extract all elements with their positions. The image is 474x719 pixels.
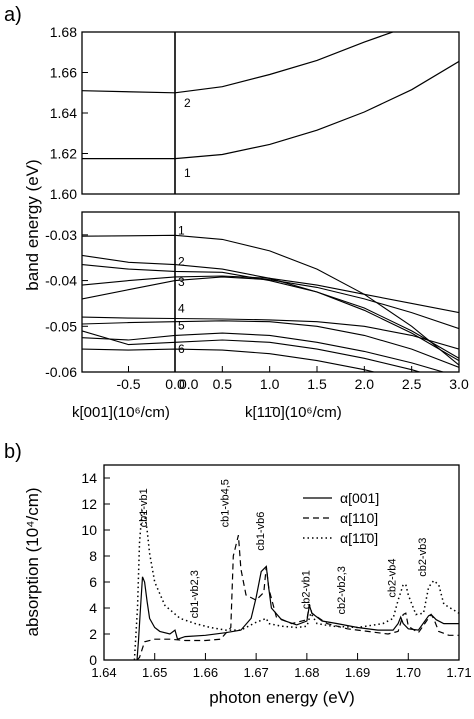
top-ytick-label: 1.64 [50, 105, 77, 121]
panel-b-frame [103, 464, 460, 661]
bottom-right-xtick-label: 1.0 [260, 376, 280, 392]
band-label-bottom-3: 3 [178, 275, 185, 289]
panel-b-ytick-label: 10 [81, 522, 97, 538]
band-label-bottom-1: 1 [178, 224, 185, 238]
band-curve-top-2 [82, 32, 393, 94]
band-label-top-2: 2 [184, 96, 191, 110]
band-curve-bottom-9 [82, 330, 422, 372]
bottom-left-xtick-label: -0.5 [116, 376, 140, 392]
bottom-ytick-label: -0.06 [45, 364, 77, 380]
band-curve-bottom-1 [82, 234, 459, 366]
legend-label-001: α[001] [340, 490, 379, 506]
panel-b-ytick-label: 14 [81, 470, 97, 486]
panel-a-right-xlabel: k[11̄0](10⁶/cm) [245, 404, 342, 421]
panel-b-xtick-label: 1.65 [142, 665, 167, 680]
panel-b-xtick-label: 1.70 [396, 665, 421, 680]
top-ytick-label: 1.68 [50, 24, 77, 40]
panel-b-xtick-label: 1.71 [446, 665, 471, 680]
band-label-bottom-5: 5 [178, 319, 185, 333]
bottom-ytick-label: -0.04 [45, 273, 77, 289]
panel-b-xtick-label: 1.69 [345, 665, 370, 680]
transition-annotation: cb2-vb4 [387, 558, 399, 597]
panel-b-ytick-label: 0 [89, 652, 97, 668]
band-curve-bottom-4 [82, 275, 459, 314]
band-curve-bottom-10 [82, 348, 377, 372]
transition-annotation: cb2-vb3 [417, 538, 429, 577]
band-curve-top-1 [82, 60, 459, 160]
bottom-right-xtick-label: 1.5 [307, 376, 327, 392]
transition-annotation: cb1-vb2,3 [189, 570, 201, 618]
absorption-series-1 [136, 565, 459, 660]
band-label-top-1: 1 [184, 166, 191, 180]
band-curve-bottom-3 [82, 264, 459, 359]
bottom-right-xtick-label: 0.5 [213, 376, 233, 392]
bottom-right-xtick-label: 2.5 [402, 376, 422, 392]
panel-b-xtick-label: 1.67 [243, 665, 268, 680]
transition-annotation: cb1-vb1 [138, 488, 150, 527]
bottom-ytick-label: -0.05 [45, 318, 77, 334]
panel-b-xtick-label: 1.64 [91, 665, 116, 680]
panel-b-ytick-label: 6 [89, 574, 97, 590]
panel-a-ylabel: band energy (eV) [23, 159, 42, 290]
top-ytick-label: 1.66 [50, 65, 77, 81]
top-ytick-label: 1.62 [50, 146, 77, 162]
band-curve-bottom-7 [82, 320, 459, 368]
panel-a-left-xlabel: k[001](10⁶/cm) [72, 404, 170, 421]
bottom-right-xtick-label: 3.0 [449, 376, 469, 392]
band-label-bottom-6: 6 [178, 342, 185, 356]
panel-b-label: b) [4, 441, 22, 463]
transition-annotation: cb2-vb2,3 [336, 566, 348, 614]
band-curve-bottom-8 [82, 332, 446, 372]
band-curve-bottom-2 [82, 254, 459, 362]
panel-b-ylabel: absorption (10⁴/cm) [23, 487, 42, 636]
panel-b-xtick-label: 1.66 [193, 665, 218, 680]
bottom-left-xtick-label: 0.0 [165, 376, 185, 392]
absorption-series-3 [133, 508, 459, 660]
band-label-bottom-2: 2 [178, 255, 185, 269]
top-ytick-label: 1.60 [50, 186, 77, 202]
transition-annotation: cb1-vb6 [255, 512, 267, 551]
bottom-ytick-label: -0.03 [45, 227, 77, 243]
panel-b-xtick-label: 1.68 [294, 665, 319, 680]
bottom-right-xtick-label: 0.0 [179, 376, 199, 392]
panel-b-xlabel: photon energy (eV) [209, 688, 355, 707]
legend-label-1-10: α[11̄0] [340, 530, 378, 546]
panel-b-ytick-label: 2 [89, 626, 97, 642]
band-curve-bottom-5 [82, 276, 459, 330]
panel-a-bottom-frame [81, 211, 460, 373]
bottom-right-xtick-label: 2.0 [355, 376, 375, 392]
panel-b-ytick-label: 12 [81, 496, 97, 512]
legend-label-110: α[110] [340, 510, 378, 526]
panel-a-label: a) [4, 4, 22, 26]
band-label-bottom-4: 4 [178, 302, 185, 316]
transition-annotation: cb2-vb1 [300, 570, 312, 609]
absorption-series-2 [136, 535, 459, 660]
panel-b-ytick-label: 8 [89, 548, 97, 564]
panel-b-legend: α[001] α[110] α[11̄0] [303, 490, 379, 546]
panel-a-top-frame [81, 31, 460, 195]
panel-b-ytick-label: 4 [89, 600, 97, 616]
band-curve-bottom-6 [82, 316, 459, 350]
transition-annotation: cb1-vb4,5 [219, 479, 231, 527]
